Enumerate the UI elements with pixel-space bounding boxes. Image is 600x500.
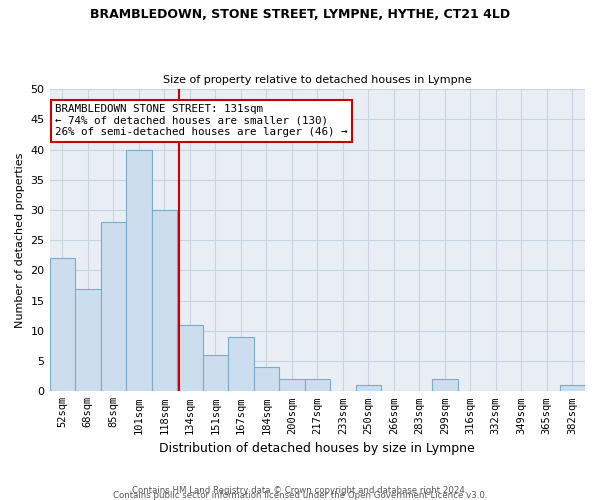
Title: Size of property relative to detached houses in Lympne: Size of property relative to detached ho… — [163, 76, 472, 86]
Bar — [305, 379, 330, 392]
Bar — [152, 210, 177, 392]
Bar — [126, 150, 152, 392]
Bar — [356, 386, 381, 392]
Bar — [50, 258, 75, 392]
Bar — [254, 367, 279, 392]
Y-axis label: Number of detached properties: Number of detached properties — [15, 152, 25, 328]
Bar — [203, 355, 228, 392]
Bar — [432, 379, 458, 392]
Text: BRAMBLEDOWN STONE STREET: 131sqm
← 74% of detached houses are smaller (130)
26% : BRAMBLEDOWN STONE STREET: 131sqm ← 74% o… — [55, 104, 347, 138]
Bar — [101, 222, 126, 392]
Bar — [177, 325, 203, 392]
Text: BRAMBLEDOWN, STONE STREET, LYMPNE, HYTHE, CT21 4LD: BRAMBLEDOWN, STONE STREET, LYMPNE, HYTHE… — [90, 8, 510, 20]
Bar — [560, 386, 585, 392]
Text: Contains public sector information licensed under the Open Government Licence v3: Contains public sector information licen… — [113, 491, 487, 500]
Text: Contains HM Land Registry data © Crown copyright and database right 2024.: Contains HM Land Registry data © Crown c… — [132, 486, 468, 495]
X-axis label: Distribution of detached houses by size in Lympne: Distribution of detached houses by size … — [160, 442, 475, 455]
Bar — [279, 379, 305, 392]
Bar — [75, 288, 101, 392]
Bar — [228, 337, 254, 392]
